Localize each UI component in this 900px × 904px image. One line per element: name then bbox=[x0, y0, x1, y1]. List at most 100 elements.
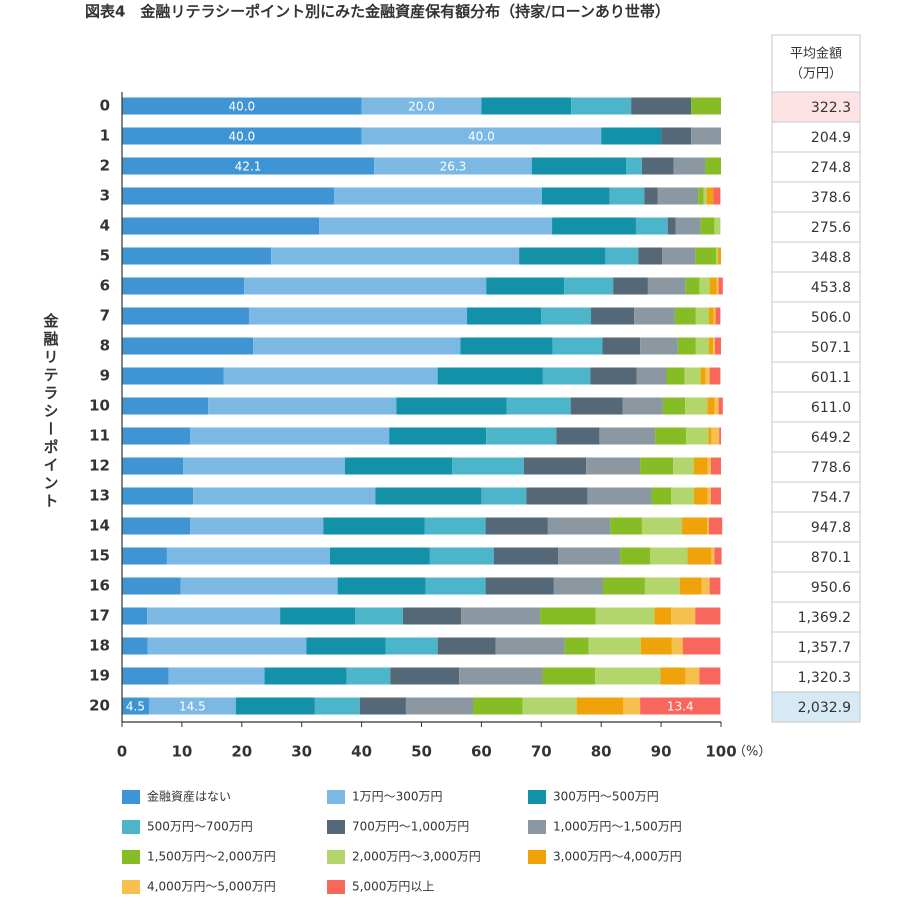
bar-segment bbox=[122, 457, 184, 475]
legend-swatch bbox=[122, 880, 140, 894]
bar-segment bbox=[707, 457, 711, 475]
bar-segment bbox=[122, 637, 148, 655]
table-cell bbox=[771, 241, 861, 273]
bar-segment bbox=[620, 547, 651, 565]
table-value: 1,320.3 bbox=[798, 670, 851, 686]
bar-segment bbox=[691, 127, 721, 145]
bar-segment bbox=[531, 157, 627, 175]
table-cell bbox=[771, 331, 861, 363]
table-value: 2,032.9 bbox=[798, 700, 851, 716]
category-label: 11 bbox=[89, 427, 110, 445]
bar-segment bbox=[485, 577, 554, 595]
bar-segment bbox=[640, 637, 672, 655]
bar-segment bbox=[679, 577, 702, 595]
bar-segment bbox=[122, 187, 335, 205]
legend-label: 1万円〜300万円 bbox=[352, 790, 443, 804]
bar-segment bbox=[437, 367, 543, 385]
bar-segment bbox=[122, 277, 245, 295]
bar-segment bbox=[695, 307, 710, 325]
x-tick-label: 10 bbox=[171, 743, 192, 761]
table-value: 348.8 bbox=[811, 250, 851, 266]
bar-segment bbox=[253, 337, 461, 355]
legend-swatch bbox=[327, 820, 345, 834]
legend-swatch bbox=[122, 820, 140, 834]
bar-segment bbox=[708, 427, 712, 445]
bar-segment bbox=[319, 217, 553, 235]
bar-segment bbox=[402, 607, 462, 625]
bar-segment bbox=[590, 367, 637, 385]
bar-segment bbox=[677, 337, 696, 355]
bar-segment bbox=[180, 577, 338, 595]
bar-segment bbox=[699, 667, 721, 685]
legend-label: 700万円〜1,000万円 bbox=[352, 820, 469, 834]
bar-segment bbox=[461, 607, 541, 625]
table-value: 506.0 bbox=[811, 310, 851, 326]
bar-segment bbox=[709, 367, 721, 385]
bar-segment bbox=[675, 217, 701, 235]
bar-segment bbox=[374, 157, 532, 175]
bar-segment bbox=[694, 487, 708, 505]
bar-segment bbox=[223, 367, 438, 385]
bar-segment bbox=[715, 337, 721, 355]
bar-segment bbox=[271, 247, 520, 265]
bar-segment bbox=[662, 247, 696, 265]
bar-segment bbox=[359, 697, 406, 715]
bar-segment bbox=[644, 577, 680, 595]
bar-segment bbox=[640, 337, 678, 355]
bar-segment bbox=[183, 457, 345, 475]
bar-segment bbox=[424, 517, 486, 535]
bar-segment bbox=[122, 307, 249, 325]
bar-segment bbox=[709, 517, 723, 535]
bar-segment bbox=[552, 217, 636, 235]
bar-segment bbox=[641, 157, 674, 175]
legend-swatch bbox=[122, 850, 140, 864]
bar-segment bbox=[640, 697, 721, 715]
table-value: 1,357.7 bbox=[798, 640, 851, 656]
bar-segment bbox=[541, 307, 592, 325]
bar-segment bbox=[190, 517, 324, 535]
bar-segment bbox=[709, 307, 714, 325]
bar-segment bbox=[714, 547, 722, 565]
bar-segment bbox=[626, 157, 642, 175]
bar-segment bbox=[700, 367, 706, 385]
bar-segment bbox=[695, 247, 717, 265]
bar-segment bbox=[564, 277, 614, 295]
bar-segment bbox=[264, 667, 347, 685]
x-tick-label: 30 bbox=[291, 743, 312, 761]
bar-segment bbox=[587, 487, 652, 505]
bar-segment bbox=[660, 667, 686, 685]
x-tick-label: 100 bbox=[705, 743, 736, 761]
legend-swatch bbox=[528, 850, 546, 864]
bar-segment bbox=[523, 457, 587, 475]
bar-segment bbox=[193, 487, 376, 505]
bar-segment bbox=[570, 397, 623, 415]
bar-segment bbox=[701, 577, 710, 595]
legend-label: 2,000万円〜3,000万円 bbox=[352, 850, 481, 864]
category-label: 10 bbox=[89, 397, 110, 415]
legend-label: 1,500万円〜2,000万円 bbox=[147, 850, 276, 864]
legend-swatch bbox=[327, 880, 345, 894]
bar-segment bbox=[344, 457, 453, 475]
bar-segment bbox=[122, 217, 320, 235]
bar-segment bbox=[460, 337, 553, 355]
bar-segment bbox=[713, 337, 716, 355]
bar-segment bbox=[609, 187, 645, 205]
bar-segment bbox=[671, 637, 683, 655]
bar-segment bbox=[122, 127, 362, 145]
bar-segment bbox=[715, 307, 721, 325]
value-label: 20.0 bbox=[408, 100, 435, 114]
category-label: 1 bbox=[100, 127, 110, 145]
bar-segment bbox=[667, 217, 676, 235]
x-axis-unit: （%） bbox=[733, 745, 771, 760]
legend-swatch bbox=[327, 790, 345, 804]
bar-segment bbox=[636, 367, 667, 385]
bar-segment bbox=[552, 337, 603, 355]
table-cell bbox=[771, 211, 861, 243]
table-cell bbox=[771, 271, 861, 303]
bar-segment bbox=[122, 397, 209, 415]
bar-segment bbox=[661, 127, 692, 145]
table-cell bbox=[771, 361, 861, 393]
bar-segment bbox=[711, 427, 720, 445]
bar-segment bbox=[703, 187, 707, 205]
